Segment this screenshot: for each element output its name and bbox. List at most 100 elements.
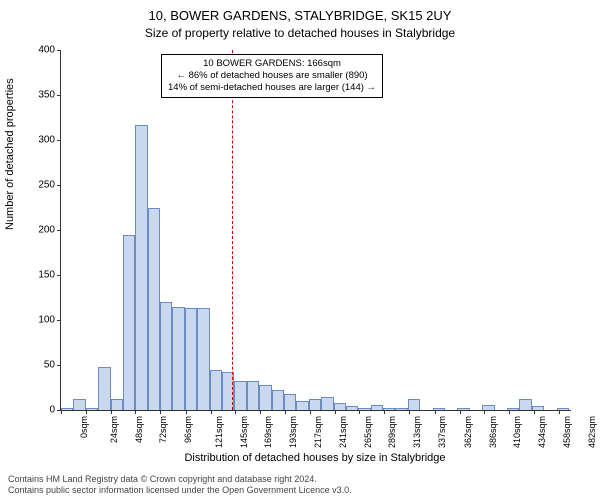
y-tick-label: 150 xyxy=(15,270,55,281)
x-tick xyxy=(384,410,385,414)
histogram-bar xyxy=(408,399,420,410)
x-tick-label: 24sqm xyxy=(109,416,119,443)
y-tick-label: 400 xyxy=(15,45,55,56)
histogram-bar xyxy=(111,399,123,410)
y-tick xyxy=(57,95,61,96)
x-tick xyxy=(285,410,286,414)
histogram-bar xyxy=(358,408,370,410)
x-tick-label: 193sqm xyxy=(288,416,298,448)
x-tick xyxy=(359,410,360,414)
histogram-bar xyxy=(321,397,333,411)
histogram-bar xyxy=(296,401,308,410)
y-tick-label: 300 xyxy=(15,135,55,146)
x-tick-label: 482sqm xyxy=(587,416,597,448)
histogram-bar xyxy=(272,390,284,410)
plot-area: 10 BOWER GARDENS: 166sqm← 86% of detache… xyxy=(60,50,571,411)
histogram-bar xyxy=(247,381,259,410)
x-tick xyxy=(460,410,461,414)
histogram-bar xyxy=(309,399,321,410)
annotation-line: 14% of semi-detached houses are larger (… xyxy=(168,82,376,94)
y-tick xyxy=(57,365,61,366)
annotation-line: 10 BOWER GARDENS: 166sqm xyxy=(168,58,376,70)
x-tick-label: 265sqm xyxy=(363,416,373,448)
y-tick-label: 0 xyxy=(15,405,55,416)
y-tick-label: 200 xyxy=(15,225,55,236)
x-tick-label: 217sqm xyxy=(313,416,323,448)
y-tick-label: 100 xyxy=(15,315,55,326)
y-tick xyxy=(57,230,61,231)
x-tick xyxy=(61,410,62,414)
x-tick xyxy=(260,410,261,414)
x-tick-label: 410sqm xyxy=(512,416,522,448)
y-tick xyxy=(57,140,61,141)
x-tick xyxy=(484,410,485,414)
y-tick-label: 350 xyxy=(15,90,55,101)
x-tick-label: 72sqm xyxy=(158,416,168,443)
histogram-bar xyxy=(557,408,569,410)
x-tick-label: 145sqm xyxy=(239,416,249,448)
histogram-bar xyxy=(395,408,407,410)
histogram-bar xyxy=(532,406,544,410)
x-tick-label: 458sqm xyxy=(562,416,572,448)
y-tick-label: 250 xyxy=(15,180,55,191)
x-tick-label: 169sqm xyxy=(264,416,274,448)
x-tick-label: 289sqm xyxy=(387,416,397,448)
histogram-bar xyxy=(284,394,296,410)
x-tick xyxy=(86,410,87,414)
annotation-line: ← 86% of detached houses are smaller (89… xyxy=(168,70,376,82)
y-axis-label: Number of detached properties xyxy=(4,78,16,230)
x-tick xyxy=(559,410,560,414)
reference-line xyxy=(232,50,233,410)
x-tick-label: 313sqm xyxy=(412,416,422,448)
histogram-bar xyxy=(86,408,98,410)
x-tick xyxy=(235,410,236,414)
histogram-bar xyxy=(123,235,135,411)
histogram-bar xyxy=(334,403,346,410)
x-tick-label: 434sqm xyxy=(537,416,547,448)
y-tick xyxy=(57,50,61,51)
y-tick xyxy=(57,185,61,186)
histogram-bar xyxy=(98,367,110,410)
histogram-bar xyxy=(482,405,494,410)
x-tick-label: 48sqm xyxy=(134,416,144,443)
histogram-bar xyxy=(148,208,160,411)
histogram-bar xyxy=(135,125,147,410)
x-tick xyxy=(111,410,112,414)
footer-attribution: Contains HM Land Registry data © Crown c… xyxy=(8,474,352,496)
annotation-box: 10 BOWER GARDENS: 166sqm← 86% of detache… xyxy=(161,54,383,98)
histogram-bar xyxy=(210,370,222,411)
x-tick xyxy=(335,410,336,414)
x-tick xyxy=(409,410,410,414)
x-tick xyxy=(509,410,510,414)
x-tick xyxy=(211,410,212,414)
y-tick xyxy=(57,275,61,276)
histogram-bar xyxy=(259,385,271,410)
footer-line-1: Contains HM Land Registry data © Crown c… xyxy=(8,474,352,485)
histogram-bar xyxy=(371,405,383,410)
histogram-bar xyxy=(433,408,445,410)
histogram-bar xyxy=(61,408,73,410)
x-tick-label: 386sqm xyxy=(488,416,498,448)
x-tick xyxy=(310,410,311,414)
histogram-bar xyxy=(234,381,246,410)
chart-subtitle: Size of property relative to detached ho… xyxy=(0,26,600,40)
x-tick-label: 362sqm xyxy=(463,416,473,448)
histogram-bar xyxy=(346,406,358,410)
footer-line-2: Contains public sector information licen… xyxy=(8,485,352,496)
histogram-bar xyxy=(457,408,469,410)
x-tick xyxy=(135,410,136,414)
x-tick xyxy=(186,410,187,414)
x-tick-label: 0sqm xyxy=(79,416,89,438)
x-tick-label: 121sqm xyxy=(214,416,224,448)
y-tick-label: 50 xyxy=(15,360,55,371)
x-tick xyxy=(435,410,436,414)
histogram-bar xyxy=(507,408,519,410)
histogram-bar xyxy=(172,307,184,410)
histogram-bar xyxy=(197,308,209,410)
x-tick xyxy=(534,410,535,414)
histogram-bar xyxy=(160,302,172,410)
x-tick xyxy=(160,410,161,414)
histogram-bar xyxy=(73,399,85,410)
y-tick xyxy=(57,320,61,321)
x-tick-label: 96sqm xyxy=(183,416,193,443)
